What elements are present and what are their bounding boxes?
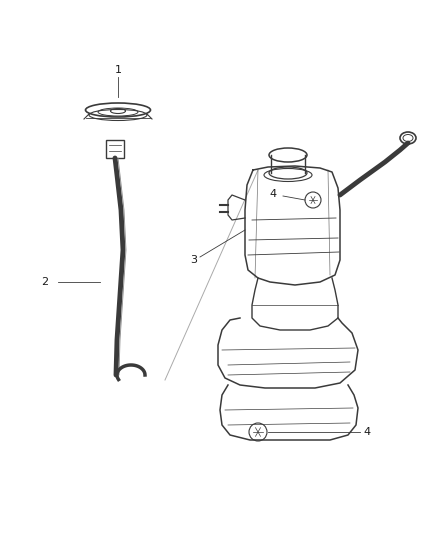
Text: 3: 3 [191, 255, 198, 265]
Text: 4: 4 [269, 189, 276, 199]
Text: 2: 2 [42, 277, 49, 287]
Text: 1: 1 [114, 65, 121, 75]
Text: 4: 4 [364, 427, 371, 437]
